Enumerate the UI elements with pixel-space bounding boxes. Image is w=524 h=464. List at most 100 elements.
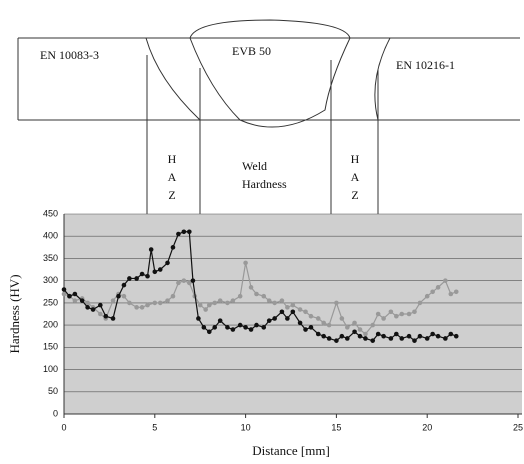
y-tick-label: 150: [43, 342, 58, 352]
data-point: [315, 331, 321, 337]
data-point: [98, 302, 103, 308]
data-point: [230, 298, 236, 303]
zone-label: A: [168, 170, 177, 184]
data-point: [357, 333, 363, 339]
y-tick-label: 300: [43, 275, 58, 285]
material-label: EN 10083-3: [40, 48, 99, 62]
data-point: [352, 329, 357, 335]
zone-label: Z: [351, 188, 358, 202]
data-point: [266, 318, 272, 323]
x-tick-label: 5: [152, 422, 157, 432]
data-point: [157, 267, 163, 272]
data-point: [448, 331, 454, 337]
data-point: [388, 336, 394, 341]
data-point: [326, 322, 332, 328]
data-point: [243, 325, 248, 330]
data-point: [344, 336, 350, 341]
data-point: [225, 325, 230, 330]
data-point: [181, 229, 187, 235]
data-point: [157, 300, 163, 306]
data-point: [417, 333, 423, 339]
x-tick-label: 25: [513, 422, 523, 432]
data-point: [430, 331, 435, 337]
data-point: [285, 316, 290, 321]
data-point: [370, 322, 376, 328]
data-point: [181, 278, 187, 283]
data-point: [315, 316, 321, 321]
data-point: [352, 320, 357, 326]
data-point: [285, 305, 290, 310]
data-point: [412, 338, 417, 343]
data-point: [308, 313, 314, 319]
data-point: [90, 307, 96, 312]
data-point: [148, 247, 154, 252]
data-point: [190, 278, 196, 283]
y-tick-label: 250: [43, 297, 58, 307]
data-point: [297, 307, 303, 312]
data-point: [98, 311, 103, 317]
data-point: [237, 322, 243, 328]
data-point: [453, 333, 459, 339]
data-point: [225, 300, 230, 306]
data-point: [187, 229, 192, 235]
data-point: [85, 300, 90, 306]
data-point: [279, 298, 285, 303]
data-point: [206, 329, 212, 335]
data-point: [134, 305, 139, 310]
data-point: [334, 338, 339, 343]
zone-label: Hardness: [242, 177, 287, 191]
y-tick-label: 400: [43, 231, 58, 241]
data-point: [110, 298, 116, 303]
data-point: [339, 316, 345, 321]
weld-bead: [189, 19, 351, 128]
data-point: [394, 331, 399, 337]
data-point: [339, 333, 345, 339]
data-point: [435, 285, 441, 290]
data-point: [145, 273, 150, 279]
data-point: [212, 325, 218, 330]
data-point: [85, 305, 90, 310]
data-point: [443, 278, 448, 283]
weld-diagram: EN 10083-3 EVB 50 EN 10216-1: [17, 19, 520, 340]
data-point: [248, 285, 254, 290]
data-point: [127, 300, 132, 306]
data-point: [399, 311, 405, 317]
data-point: [363, 331, 368, 337]
data-point: [453, 289, 459, 295]
data-point: [266, 298, 272, 303]
data-point: [261, 325, 267, 330]
data-point: [321, 320, 326, 326]
data-point: [424, 336, 430, 341]
data-point: [72, 298, 78, 303]
data-point: [61, 287, 67, 292]
data-point: [72, 291, 78, 297]
data-point: [279, 309, 285, 315]
data-point: [121, 282, 127, 288]
data-point: [388, 309, 394, 315]
data-point: [417, 300, 423, 306]
data-point: [394, 313, 399, 319]
data-point: [206, 302, 212, 308]
data-point: [79, 298, 85, 303]
data-point: [67, 293, 72, 299]
data-point: [248, 327, 254, 332]
haz-boundary: [374, 37, 391, 121]
data-point: [243, 260, 248, 266]
data-point: [254, 322, 259, 328]
data-point: [375, 331, 381, 337]
zone-label: Z: [168, 188, 175, 202]
zone-label: A: [351, 170, 360, 184]
data-point: [237, 293, 243, 299]
zone-label: Weld: [242, 159, 267, 173]
data-point: [176, 231, 181, 237]
data-point: [152, 269, 158, 275]
data-point: [217, 318, 223, 323]
x-tick-label: 20: [422, 422, 432, 432]
data-point: [176, 280, 181, 286]
data-point: [165, 260, 170, 266]
data-point: [297, 320, 303, 326]
data-point: [448, 291, 454, 297]
data-point: [103, 313, 109, 319]
data-point: [321, 333, 326, 339]
